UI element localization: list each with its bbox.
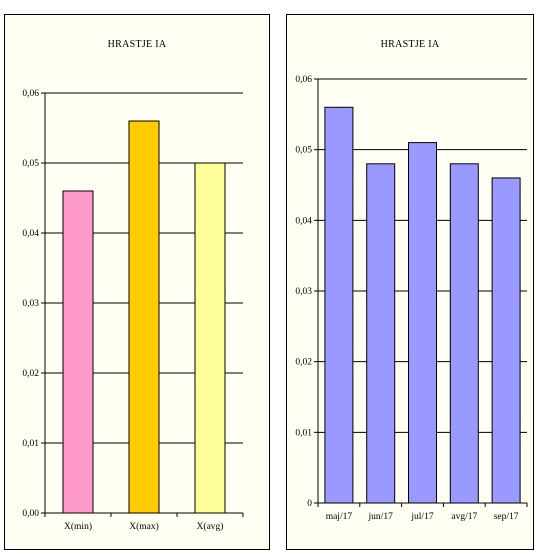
x-tick-label: X(min) [64, 521, 92, 532]
bar-jun-17 [366, 163, 396, 504]
y-tick-label: 0,06 [295, 75, 312, 85]
y-tick-label: 0,05 [22, 159, 39, 169]
y-tick-label: 0,00 [22, 509, 39, 519]
y-tick-label: 0,05 [295, 146, 312, 156]
y-tick-label: 0,03 [295, 287, 312, 297]
bar-avg-17 [449, 163, 479, 504]
y-tick-label: 0,06 [22, 89, 39, 99]
x-tick-label: jun/17 [368, 512, 394, 522]
y-tick-label: 0,04 [22, 229, 39, 239]
bar-chart-right: 0 0,01 0,02 0,03 0,04 0,05 0,06 maj/17 jun/17 jul… [295, 75, 528, 522]
y-tick-label: 0,01 [22, 439, 39, 449]
chart-title-left: HRASTJE IA [107, 39, 167, 50]
bar-chart-left: 0,00 0,01 0,02 0,03 0,04 0,05 0,06 X(min) X(max)… [22, 89, 244, 532]
x-tick-label: sep/17 [494, 512, 519, 522]
y-tick-label: 0,01 [295, 428, 312, 438]
chart-panel-right: HRASTJE IA 0 0,01 0,02 0,03 0,04 0,05 0,06 maj/… [286, 14, 534, 550]
bar-x-max- [128, 120, 160, 514]
y-tick-label: 0,02 [22, 369, 39, 379]
y-tick-label: 0 [307, 499, 312, 509]
bar-x-avg- [194, 162, 226, 514]
bar-maj-17 [324, 106, 354, 504]
chart-panel-left: HRASTJE IA 0,00 0,01 0,02 0,03 0,04 0,05 0,06 X… [4, 14, 270, 550]
x-tick-label: X(avg) [197, 521, 224, 532]
x-tick-label: avg/17 [451, 512, 477, 522]
chart-title-right: HRASTJE IA [380, 39, 440, 50]
x-tick-label: jul/17 [410, 512, 433, 522]
x-tick-label: maj/17 [326, 512, 353, 522]
bar-x-min- [62, 190, 94, 514]
bar-jul-17 [408, 142, 437, 504]
y-tick-label: 0,02 [295, 358, 312, 368]
y-tick-label: 0,03 [22, 299, 39, 309]
x-tick-label: X(max) [129, 521, 159, 532]
bar-sep-17 [491, 177, 521, 504]
y-tick-label: 0,04 [295, 216, 312, 226]
